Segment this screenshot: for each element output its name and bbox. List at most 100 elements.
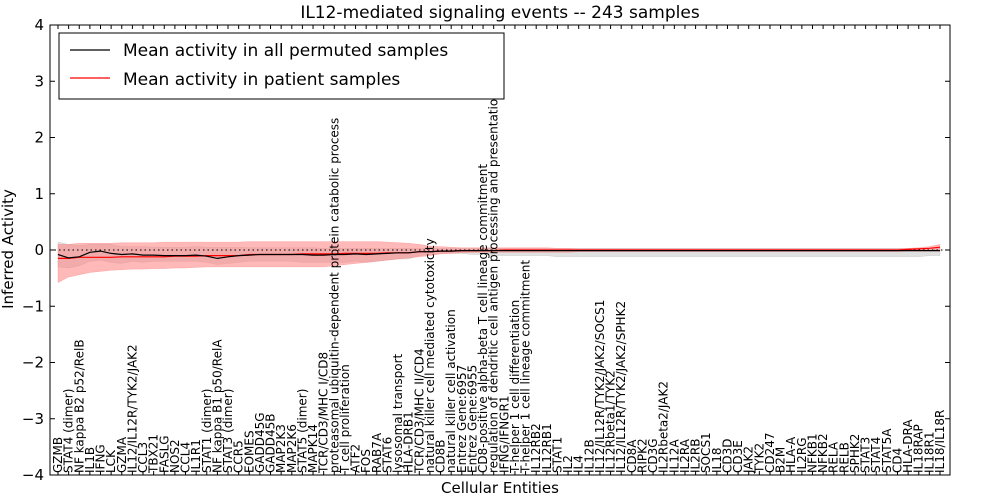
x-tick-label: natural killer cell mediated cytotoxicit… — [423, 238, 437, 473]
x-tick-label: TCR/CD3/MHC II/CD4 — [412, 348, 426, 474]
x-tick-label: IL12B — [582, 439, 596, 473]
x-tick-label: NF kappa B2 p52/RelB — [72, 339, 86, 473]
y-tick-label: −2 — [22, 354, 44, 372]
x-tick-label: TYK2 — [752, 443, 766, 474]
y-tick-label: 4 — [34, 16, 44, 34]
legend-entry-permuted: Mean activity in all permuted samples — [123, 41, 448, 61]
x-tick-label: IL18/IL18R — [933, 410, 947, 473]
x-tick-label: IL1R1 — [189, 439, 203, 473]
x-tick-label: natural killer cell activation — [444, 309, 458, 473]
x-tick-label: IL18 — [710, 448, 724, 474]
x-tick-label: RAB7A — [370, 432, 384, 473]
x-tick-label: TBX21 — [147, 434, 161, 474]
x-tick-label: IL12RB1 — [540, 423, 554, 473]
x-tick-label: MAP2K6 — [285, 424, 299, 473]
x-tick-label: CD8-positive alpha-beta T cell lineage c… — [476, 164, 490, 473]
x-tick-label: NF kappa B1 p50/RelA — [210, 339, 224, 473]
x-tick-label: NOS2 — [168, 439, 182, 473]
x-tick-label: lysosomal transport — [391, 353, 405, 473]
x-tick-label: NFKB1 — [806, 433, 820, 473]
x-tick-label: RIPK2 — [636, 438, 650, 473]
x-tick-label: LCK — [104, 449, 118, 473]
x-tick-label: FASLG — [157, 435, 171, 473]
x-tick-label: IL18RAP — [912, 424, 926, 473]
x-tick-label: STAT3 (dimer) — [221, 389, 235, 473]
confidence-bands — [57, 241, 941, 284]
x-tick-label: EOMES — [242, 430, 256, 473]
x-tick-label: IL12Rbeta1/TYK2 — [604, 370, 618, 473]
series-lines — [57, 246, 941, 260]
x-tick-label: GZMB — [51, 437, 65, 473]
y-tick-label: 3 — [34, 72, 44, 90]
x-tick-label: IL4 — [572, 455, 586, 473]
x-tick-label: HLA-A — [784, 436, 798, 473]
x-tick-label: IL12A — [667, 439, 681, 473]
x-tick-label: CCL4 — [179, 442, 193, 473]
line-series-0 — [57, 250, 940, 260]
legend-box — [58, 32, 505, 100]
x-tick-label: IL12/IL12R/TYK2/JAK2 — [125, 344, 139, 473]
x-tick-label: CD3D — [721, 439, 735, 474]
y-tick-label: −4 — [22, 466, 44, 484]
y-tick-label: −1 — [22, 297, 44, 315]
x-tick-label: IL18R1 — [922, 432, 936, 473]
x-tick-label: HLA-DRA — [901, 419, 915, 473]
x-tick-label: B2M — [774, 447, 788, 473]
y-axis-label: Inferred Activity — [0, 189, 17, 309]
x-tick-label: RELB — [837, 442, 851, 473]
x-tick-label: STAT5 (dimer) — [295, 389, 309, 473]
x-tick-label: Entrez Gene:6955 — [465, 365, 479, 473]
x-tick-label: CD3E — [731, 440, 745, 473]
chart-title: IL12-mediated signaling events -- 243 sa… — [300, 3, 700, 23]
x-tick-label: TCR/CD3/MHC I/CD8 — [317, 352, 331, 474]
x-tick-label: CD8A — [625, 439, 639, 473]
x-tick-label: proteasomal ubiquitin-dependent protein … — [327, 118, 341, 473]
x-tick-label: CCL3 — [136, 442, 150, 473]
legend-entry-patient: Mean activity in patient samples — [123, 70, 400, 90]
x-tick-label: STAT1 — [550, 437, 564, 473]
x-tick-label: CD3G — [646, 438, 660, 473]
y-tick-label: 0 — [34, 241, 44, 259]
x-tick-label: T cell proliferation — [338, 364, 352, 474]
x-axis-label: Cellular Entities — [441, 479, 559, 497]
x-tick-label: SOCS1 — [699, 432, 713, 473]
x-tick-label: regulation of dendritic cell antigen pro… — [487, 91, 501, 473]
x-tick-label: CD8B — [434, 440, 448, 474]
x-tick-label: SPHK2 — [848, 434, 862, 473]
x-tick-label: STAT4 — [869, 437, 883, 473]
x-tick-label: STAT6 — [380, 437, 394, 473]
x-tick-label: RELA — [827, 441, 841, 473]
x-tick-label: STAT3 — [859, 437, 873, 473]
x-tick-label: NFKB2 — [816, 433, 830, 473]
x-tick-label: IL2RA — [678, 438, 692, 473]
x-tick-label: IL2 — [561, 455, 575, 473]
x-tick-label: HLA-DRB1 — [402, 411, 416, 473]
x-tick-label: IL12/IL12R/TYK2/JAK2/SPHK2 — [614, 301, 628, 473]
y-tick-label: 2 — [34, 129, 44, 147]
x-tick-label: ATF2 — [349, 444, 363, 473]
x-tick-label: MAP2K3 — [274, 424, 288, 473]
x-tick-label: GZMA — [115, 436, 129, 473]
legend: Mean activity in all permuted samples Me… — [58, 32, 505, 100]
y-tick-label: 1 — [34, 185, 44, 203]
x-tick-label: IL2RB — [689, 439, 703, 473]
x-tick-label: GADD45G — [253, 412, 267, 473]
x-tick-label: GADD45B — [264, 414, 278, 474]
x-tick-label: CCR5 — [232, 440, 246, 473]
x-tick-label: IL12/IL12R/TYK2/JAK2/SOCS1 — [593, 300, 607, 473]
x-tick-label: T-helper 1 cell lineage commitment — [519, 260, 533, 474]
x-tick-label: STAT5A — [880, 428, 894, 473]
x-tick-label: STAT4 (dimer) — [62, 389, 76, 473]
x-tick-label: IL2Rbeta2/JAK2 — [657, 381, 671, 473]
x-tick-label: MAPK14 — [306, 424, 320, 473]
x-tick-label: IFNG — [94, 444, 108, 473]
x-tick-label: IL2RG — [795, 438, 809, 474]
x-tick-label: CD4 — [891, 448, 905, 473]
y-axis-ticks: −4 −3 −2 −1 0 1 2 3 4 — [22, 16, 950, 484]
x-tick-label: Entrez Gene:6957 — [455, 365, 469, 473]
x-tick-label: FOS — [359, 449, 373, 473]
x-tick-label: STAT1 (dimer) — [200, 389, 214, 473]
x-tick-label: IFNG/IFNGR1 — [497, 396, 511, 473]
